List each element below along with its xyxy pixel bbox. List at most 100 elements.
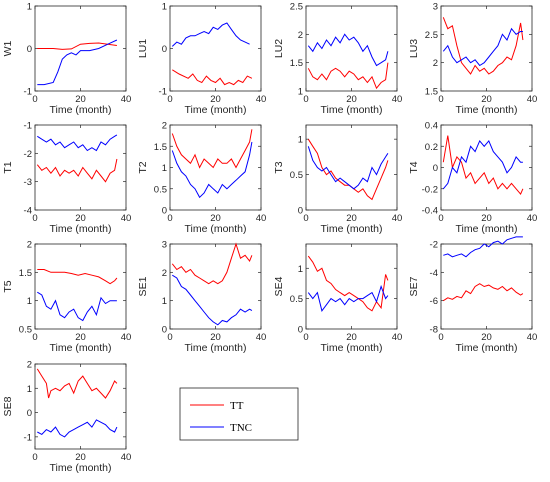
x-axis-label: Time (month) xyxy=(455,342,517,354)
y-tick-label: 1.5 xyxy=(154,142,167,153)
legend-label-tnc: TNC xyxy=(230,422,252,434)
x-tick-label: 40 xyxy=(121,332,132,343)
series-line-tnc xyxy=(443,236,523,258)
y-tick-label: 2.5 xyxy=(290,2,303,13)
x-tick-label: 0 xyxy=(167,94,172,105)
x-tick-label: 40 xyxy=(121,94,132,105)
x-tick-label: 0 xyxy=(32,332,37,343)
y-tick-label: 0 xyxy=(27,44,32,55)
subplot-t4: 0 20 40 0.4 0.2 0 -0.2 -0.4 Time (month) T4 xyxy=(408,121,537,236)
series-line-tt xyxy=(307,62,389,90)
y-tick-label: -3 xyxy=(24,177,32,188)
y-tick-label: -2 xyxy=(24,149,32,160)
series-line-tt xyxy=(37,42,117,50)
y-axis-label: T4 xyxy=(408,161,420,173)
y-tick-label: -2 xyxy=(430,240,438,251)
series-line-tt xyxy=(442,135,524,196)
y-tick-label: 1 xyxy=(27,384,32,395)
legend-label-tt: TT xyxy=(230,400,244,412)
x-tick-label: 0 xyxy=(438,94,443,105)
x-tick-label: 20 xyxy=(75,452,86,463)
y-tick-label: 0 xyxy=(298,325,303,336)
plot-area xyxy=(169,124,262,211)
x-axis-label: Time (month) xyxy=(320,223,382,235)
series-line-tnc xyxy=(37,291,117,322)
x-axis-label: Time (month) xyxy=(320,104,382,116)
y-tick-label: -0.2 xyxy=(422,184,438,195)
series-line-tnc xyxy=(37,39,118,86)
y-tick-label: -1 xyxy=(24,87,32,98)
y-tick-label: 1 xyxy=(298,264,303,275)
y-tick-label: -4 xyxy=(430,268,438,279)
x-axis-label: Time (month) xyxy=(455,104,517,116)
y-axis-label: LU2 xyxy=(273,39,285,58)
y-tick-label: 0 xyxy=(27,408,32,419)
series-line-tnc xyxy=(307,284,389,312)
y-tick-label: 0 xyxy=(298,206,303,217)
plot-area xyxy=(440,5,533,92)
y-tick-label: 1 xyxy=(162,163,167,174)
plot-area xyxy=(305,243,398,330)
y-tick-label: 1 xyxy=(27,2,32,13)
y-tick-label: 3 xyxy=(162,240,167,251)
x-tick-label: 20 xyxy=(481,213,492,224)
subplot-lu2: 0 20 40 2.5 2 1.5 1 Time (month) LU2 xyxy=(273,2,402,117)
subplot-lu3: 0 20 40 3 2.5 2 1.5 Time (month) LU3 xyxy=(408,2,537,117)
y-axis-label: T1 xyxy=(2,161,14,173)
plot-area xyxy=(440,243,533,330)
y-tick-label: 0 xyxy=(162,206,167,217)
subplot-se7: 0 20 40 -2 -4 -6 -8 Time (month) SE7 xyxy=(408,236,537,354)
y-axis-label: SE7 xyxy=(408,276,420,296)
x-tick-label: 20 xyxy=(346,332,357,343)
y-tick-label: 0.5 xyxy=(19,325,32,336)
plot-area xyxy=(305,124,398,211)
subplot-se4: 0 20 40 1 0.5 0 Time (month) SE4 xyxy=(273,243,402,354)
y-tick-label: 1 xyxy=(298,135,303,146)
y-tick-label: 0.5 xyxy=(290,294,303,305)
y-tick-label: -1 xyxy=(159,87,167,98)
y-tick-label: 2 xyxy=(162,268,167,279)
x-tick-label: 40 xyxy=(121,452,132,463)
y-tick-label: 0 xyxy=(162,325,167,336)
x-tick-label: 40 xyxy=(256,213,267,224)
y-tick-label: 1 xyxy=(27,296,32,307)
x-tick-label: 20 xyxy=(210,213,221,224)
subplot-se1: 0 20 40 3 2 1 0 Time (month) SE1 xyxy=(137,240,266,355)
series-line-tt xyxy=(171,242,253,285)
x-tick-label: 20 xyxy=(346,94,357,105)
x-tick-label: 0 xyxy=(167,213,172,224)
series-line-tnc xyxy=(37,419,118,438)
y-tick-label: 0.2 xyxy=(425,142,438,153)
x-tick-label: 20 xyxy=(75,94,86,105)
y-tick-label: 0 xyxy=(433,163,438,174)
series-line-tt xyxy=(171,129,253,169)
plot-area xyxy=(34,363,127,450)
x-axis-label: Time (month) xyxy=(49,104,111,116)
y-tick-label: 0.4 xyxy=(425,121,438,132)
subplot-t5: 0 20 40 2 1.5 1 0.5 Time (month) T5 xyxy=(2,240,131,355)
x-tick-label: 0 xyxy=(32,94,37,105)
y-tick-label: 0.5 xyxy=(154,184,167,195)
y-tick-label: 3 xyxy=(433,2,438,13)
y-axis-label: W1 xyxy=(2,40,14,56)
y-tick-label: 2 xyxy=(27,240,32,251)
legend: TT TNC xyxy=(179,387,299,441)
y-tick-label: 2 xyxy=(27,360,32,371)
y-axis-label: T3 xyxy=(273,161,285,173)
x-tick-label: 40 xyxy=(256,332,267,343)
x-tick-label: 20 xyxy=(75,213,86,224)
x-axis-label: Time (month) xyxy=(184,223,246,235)
y-axis-label: T2 xyxy=(137,161,149,173)
x-tick-label: 0 xyxy=(303,213,308,224)
plot-area xyxy=(305,5,398,92)
y-tick-label: -6 xyxy=(430,296,438,307)
series-line-tnc xyxy=(307,33,389,67)
y-axis-label: SE8 xyxy=(2,396,14,416)
y-tick-label: 1 xyxy=(162,2,167,13)
y-tick-label: 2 xyxy=(433,58,438,69)
series-line-tt xyxy=(37,269,118,285)
